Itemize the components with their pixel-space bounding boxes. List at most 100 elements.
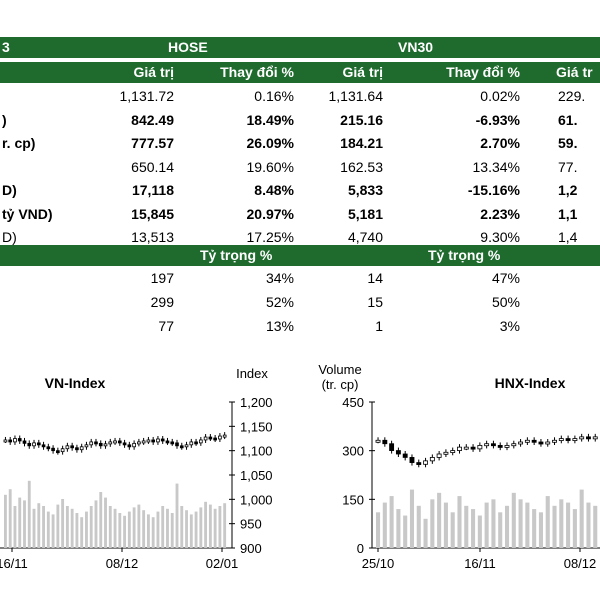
candle — [477, 445, 483, 450]
volume-bar — [409, 489, 415, 548]
candle — [117, 440, 122, 444]
vn30-change: 9.30% — [480, 229, 520, 245]
candle — [443, 451, 449, 455]
volume-bar — [396, 509, 401, 548]
hose-value: 842.49 — [131, 111, 174, 128]
volume-bar — [185, 510, 188, 548]
hose-value: 15,845 — [131, 205, 174, 222]
row-label: ) — [2, 111, 7, 128]
volume-bar — [389, 496, 394, 548]
x-tick-label: 02/01 — [206, 556, 239, 571]
candle — [470, 446, 476, 450]
ratio-hose-count: 299 — [150, 294, 174, 310]
volume-bar — [484, 502, 489, 548]
hose-value: 650.14 — [131, 158, 174, 175]
volume-bar — [471, 509, 476, 548]
volume-bar — [572, 509, 577, 548]
candle — [409, 457, 415, 463]
ratio-hose-pct: 34% — [265, 270, 294, 286]
volume-bar — [46, 511, 50, 548]
volume-bar — [199, 507, 203, 548]
candle — [60, 448, 65, 453]
y-tick-label: 450 — [342, 395, 364, 410]
candle — [175, 442, 179, 447]
candle — [41, 444, 46, 448]
vn30-change: -15.16% — [467, 182, 520, 198]
volume-bar — [579, 489, 584, 548]
ratio-header — [0, 245, 600, 266]
y-tick-label: 1,050 — [240, 468, 273, 483]
volume-bar — [23, 500, 26, 548]
next-value: 229. — [558, 88, 586, 104]
volume-bar — [113, 508, 117, 548]
vn30-value: 184.21 — [340, 135, 383, 151]
sub-hose-change: Thay đổi % — [220, 64, 294, 80]
candle — [56, 450, 60, 454]
volume-bar — [8, 489, 12, 548]
volume-bar — [151, 517, 155, 548]
candle — [51, 447, 55, 452]
volume-bar — [18, 497, 22, 548]
hose-change: 0.16% — [254, 88, 294, 104]
row-label: D) — [2, 229, 17, 245]
x-tick-label: 16/11 — [0, 556, 28, 571]
ratio-vn30-count: 1 — [375, 318, 383, 334]
candle — [504, 445, 510, 448]
candle — [436, 453, 442, 458]
y-tick-label: 1,000 — [240, 492, 273, 507]
candle — [189, 441, 194, 446]
candle — [84, 444, 89, 448]
volume-bar — [108, 506, 112, 548]
candle — [79, 446, 84, 451]
candle — [156, 438, 160, 443]
candle — [98, 442, 103, 447]
ratio-vn30-count: 15 — [367, 294, 383, 310]
candle — [36, 442, 41, 446]
candle — [389, 443, 395, 451]
candle — [151, 439, 156, 443]
candle — [423, 460, 428, 465]
ratio-hose-count: 197 — [150, 270, 174, 286]
volume-bar — [518, 499, 523, 548]
volume-bar — [559, 499, 564, 548]
y-tick-label: 1,100 — [240, 444, 273, 459]
hose-value: 777.57 — [131, 135, 174, 151]
volume-bar — [42, 506, 45, 548]
volume-bar — [156, 511, 160, 548]
y-tick-label: 900 — [240, 541, 262, 556]
volume-bar — [170, 513, 174, 548]
candle — [179, 445, 184, 449]
volume-bar — [498, 512, 503, 548]
y-tick-label: 950 — [240, 517, 262, 532]
candle — [382, 439, 388, 445]
candle — [552, 439, 557, 443]
volume-bar — [208, 504, 212, 548]
candle — [484, 443, 490, 447]
volume-bar — [37, 503, 41, 548]
volume-bar — [104, 497, 107, 548]
candle — [46, 446, 51, 450]
volume-bar — [586, 502, 591, 548]
candle — [22, 440, 27, 444]
y-tick-label: 300 — [342, 444, 364, 459]
hose-change: 20.97% — [246, 205, 294, 222]
candle — [184, 444, 189, 448]
header-vn30: VN30 — [398, 39, 434, 55]
candle — [27, 442, 32, 447]
candle — [518, 441, 524, 445]
vn30-change: -6.93% — [475, 111, 520, 128]
volume-bar — [545, 496, 550, 548]
header-first: 3 — [2, 39, 10, 55]
volume-bar — [175, 483, 179, 548]
ratio-vn30-pct: 3% — [499, 318, 520, 334]
vn30-value: 5,833 — [347, 182, 383, 198]
vn30-value: 215.16 — [340, 111, 383, 128]
y-axis-label-line: (tr. cp) — [322, 377, 359, 392]
vn30-change: 0.02% — [480, 88, 520, 104]
candle — [203, 436, 208, 441]
sub-vn30-value: Giá trị — [342, 64, 383, 80]
candle — [416, 462, 422, 465]
volume-bar — [511, 492, 516, 548]
x-tick-label: 25/10 — [362, 556, 395, 571]
candle — [218, 435, 222, 440]
